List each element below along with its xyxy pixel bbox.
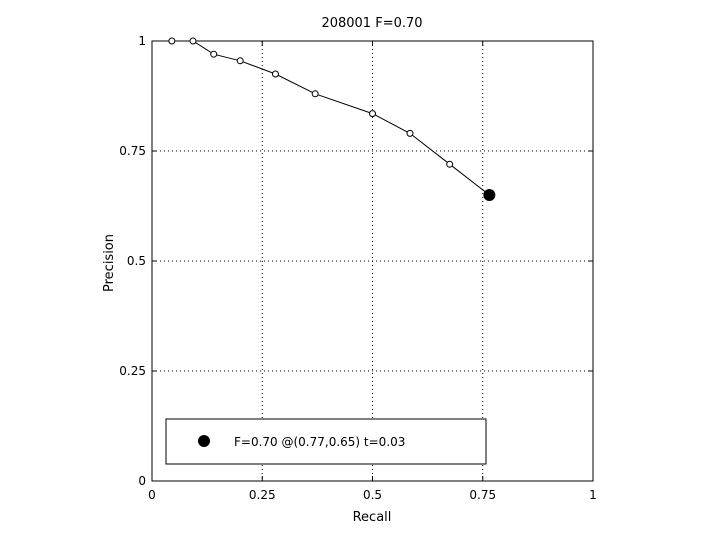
legend: F=0.70 @(0.77,0.65) t=0.03 — [165, 418, 487, 465]
chart-title: 208001 F=0.70 — [321, 16, 422, 31]
x-axis-label: Recall — [353, 510, 392, 525]
x-tick-labels: 0 0.25 0.5 0.75 1 — [148, 488, 597, 502]
best-f-point — [483, 189, 496, 201]
y-tick-label-1: 0.25 — [119, 364, 146, 378]
y-tick-label-0: 0 — [138, 474, 146, 488]
y-tick-labels: 0 0.25 0.5 0.75 1 — [119, 34, 146, 488]
grid-lines — [152, 41, 593, 481]
series-point-0-5 — [311, 90, 319, 98]
axis-ticks — [151, 40, 594, 482]
series-point-0-2 — [210, 50, 218, 58]
series-point-0-4 — [271, 70, 279, 78]
series-point-0-1 — [189, 37, 197, 45]
series-line-0 — [171, 40, 490, 196]
x-tick-label-4: 1 — [589, 488, 597, 502]
series-point-0-8 — [446, 160, 454, 168]
x-tick-label-0: 0 — [148, 488, 156, 502]
series-point-0-6 — [369, 110, 376, 118]
y-tick-label-2: 0.5 — [127, 254, 146, 268]
series-point-0-7 — [406, 129, 414, 137]
y-axis-label: Precision — [102, 234, 117, 292]
legend-box — [165, 418, 487, 465]
y-tick-label-4: 1 — [138, 34, 146, 48]
pr-series — [168, 37, 496, 201]
x-tick-label-1: 0.25 — [249, 488, 276, 502]
x-tick-label-3: 0.75 — [469, 488, 496, 502]
legend-label: F=0.70 @(0.77,0.65) t=0.03 — [234, 435, 405, 449]
y-tick-label-3: 0.75 — [119, 144, 146, 158]
legend-marker — [198, 435, 210, 447]
series-point-0-3 — [236, 57, 244, 65]
x-tick-label-2: 0.5 — [363, 488, 382, 502]
series-point-0-0 — [168, 37, 176, 45]
